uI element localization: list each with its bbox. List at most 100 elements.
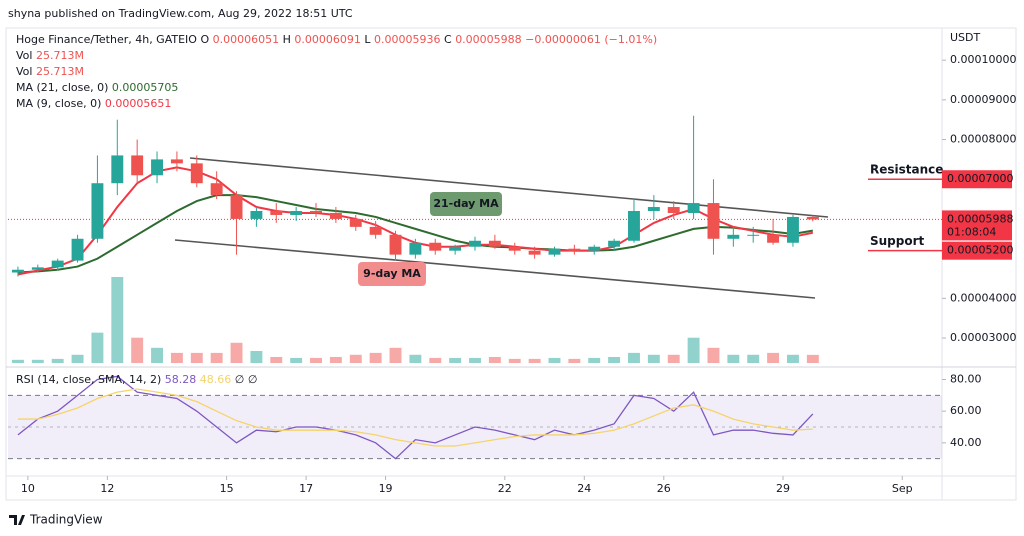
volume-bar: [310, 357, 322, 363]
volume-bar: [290, 357, 303, 363]
rsi-name: RSI (14, close, SMA, 14, 2): [16, 373, 161, 386]
rsi-line: [17, 388, 813, 447]
ohlc-key: O: [200, 33, 209, 46]
ma-value: 0.00005651: [105, 97, 171, 110]
x-tick-label: 10: [21, 482, 35, 495]
volume-bar: [568, 358, 581, 363]
volume-bar: [548, 357, 561, 363]
volume-bar: [449, 357, 462, 363]
candle-body: [329, 212, 342, 219]
candle-body: [548, 248, 561, 255]
candle-body: [469, 240, 481, 247]
candle-body: [290, 210, 303, 215]
candle-body: [389, 234, 402, 255]
annotation-text: 21-day MA: [433, 197, 499, 210]
brand: TradingView: [29, 513, 103, 527]
moving-average-line: [17, 194, 813, 274]
ohlc-key: C: [444, 33, 452, 46]
chart-frame: [5, 27, 1017, 501]
y-tick-label: 0.00008000: [950, 133, 1016, 146]
annotation-box: [358, 262, 426, 286]
volume-bar: [488, 356, 501, 363]
volume-legend: Vol 25.713M: [16, 49, 84, 62]
candle-body: [170, 159, 183, 164]
candle-body: [71, 238, 84, 261]
volume-bar: [588, 357, 601, 363]
last-price-box: [942, 210, 1012, 241]
candle-body: [349, 218, 362, 227]
tradingview-logo: TradingView: [9, 513, 103, 527]
candle-body: [310, 210, 322, 213]
candle-body: [667, 207, 680, 213]
ohlc-key: H: [283, 33, 291, 46]
level-label: 0.00005200: [947, 244, 1013, 257]
volume-bar: [786, 354, 799, 363]
candle-body: [747, 234, 760, 236]
volume-legend: Vol 25.713M: [16, 65, 84, 78]
volume-bar: [806, 354, 819, 363]
rsi-value: 48.66: [200, 373, 232, 386]
channel-upper-line: [189, 157, 829, 218]
level-name: Resistance: [870, 163, 943, 177]
candle-body: [190, 163, 203, 184]
candle-body: [449, 246, 462, 251]
rsi-line: [17, 375, 814, 460]
volume-bar: [508, 358, 521, 363]
candle-body: [727, 234, 740, 239]
change: −0.00000061 (−1.01%): [525, 33, 657, 46]
candle-body: [369, 226, 382, 235]
candle-body: [628, 210, 640, 241]
candle-body: [151, 159, 164, 176]
volume-bar: [170, 352, 183, 363]
rsi-y-tick-label: 60.00: [950, 404, 982, 417]
volume-bar: [111, 277, 124, 363]
ohlc-key: L: [364, 33, 371, 46]
rsi-value: 58.28: [165, 373, 197, 386]
candle-body: [111, 155, 124, 184]
rsi-y-tick-label: 80.00: [950, 373, 982, 386]
candle-body: [806, 216, 819, 220]
candle-body: [250, 210, 263, 219]
volume-bar: [329, 356, 342, 363]
candle-body: [230, 195, 243, 219]
volume-bar: [210, 352, 223, 363]
volume-value: 25.713M: [36, 49, 84, 62]
volume-name: Vol: [16, 49, 32, 62]
volume-bar: [51, 358, 64, 363]
x-tick-label: 17: [299, 482, 313, 495]
rsi-legend: RSI (14, close, SMA, 14, 2) 58.28 48.66 …: [16, 373, 257, 386]
candle-body: [508, 246, 521, 251]
candle-body: [568, 248, 581, 251]
candle-body: [647, 207, 660, 211]
volume-value: 25.713M: [36, 65, 84, 78]
countdown-label: 01:08:04: [947, 225, 996, 238]
x-tick-label: 26: [657, 482, 671, 495]
candle-body: [31, 267, 44, 270]
volume-bar: [647, 354, 660, 363]
y-tick-label: 0.00004000: [950, 291, 1016, 304]
rsi-y-tick-label: 40.00: [950, 436, 982, 449]
y-tick-label: 0.00009000: [950, 93, 1016, 106]
symbol-legend: Hoge Finance/Tether, 4h, GATEIO O 0.0000…: [16, 33, 657, 46]
volume-bar: [230, 342, 243, 363]
volume-bar: [429, 357, 442, 363]
x-tick-label: 19: [379, 482, 393, 495]
candle-body: [786, 216, 799, 243]
level-name: Support: [870, 234, 925, 248]
volume-bar: [31, 359, 44, 363]
volume-bar: [707, 347, 720, 363]
ma-name: MA (21, close, 0): [16, 81, 108, 94]
volume-bar: [767, 352, 780, 363]
x-tick-label: 24: [577, 482, 591, 495]
candle-body: [210, 183, 223, 196]
candle-body: [409, 242, 422, 255]
annotation-text: 9-day MA: [363, 267, 421, 280]
candle-body: [131, 155, 144, 176]
ohlc-value: 0.00006051: [213, 33, 279, 46]
candle-body: [528, 250, 541, 255]
volume-bar: [91, 332, 104, 363]
symbol: Hoge Finance/Tether, 4h, GATEIO: [16, 33, 197, 46]
volume-bar: [687, 337, 700, 363]
ma-name: MA (9, close, 0): [16, 97, 101, 110]
candle-body: [11, 269, 24, 273]
